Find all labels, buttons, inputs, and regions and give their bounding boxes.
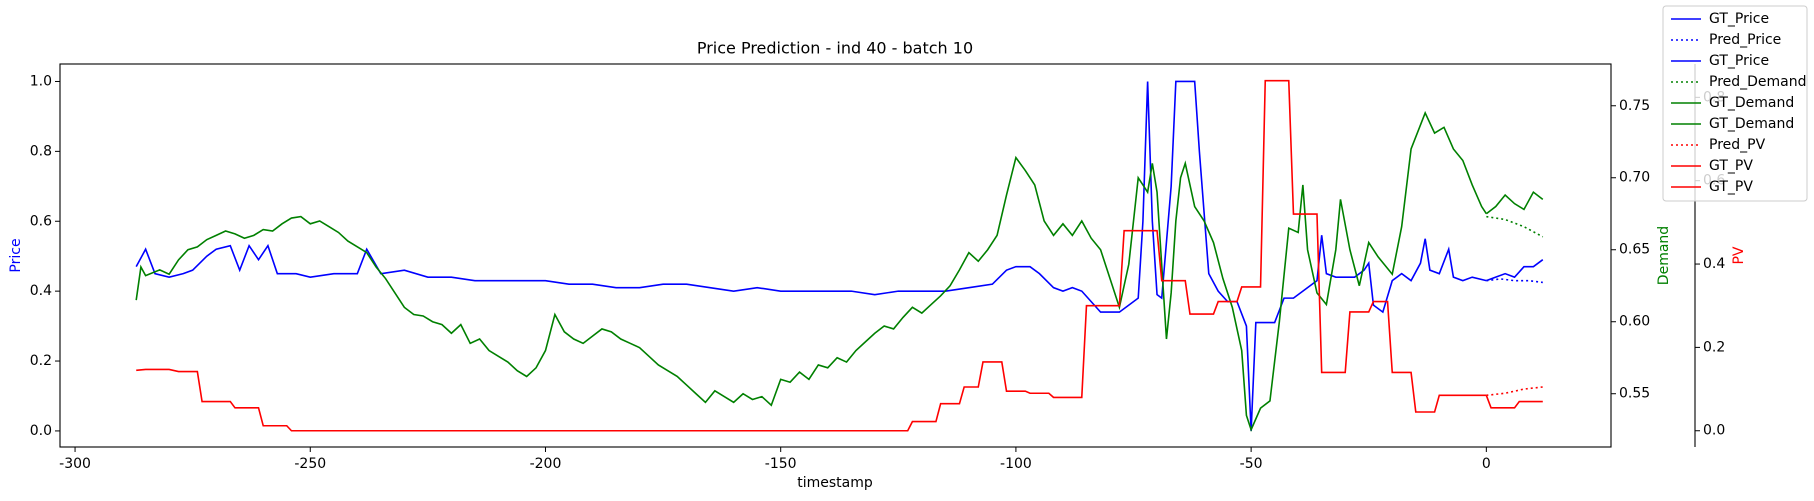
- legend-label: GT_PV: [1709, 179, 1753, 195]
- x-tick-label: -150: [765, 456, 797, 472]
- series-line: [1486, 278, 1543, 284]
- y-tick-label: 0.0: [30, 423, 52, 439]
- legend-label: Pred_Price: [1709, 32, 1781, 48]
- plot-frame: [59, 63, 1612, 448]
- legend-label: GT_Price: [1709, 11, 1769, 27]
- y3label-axis-label: PV: [1731, 246, 1747, 264]
- x-tick-label: -200: [530, 456, 562, 472]
- series-line: [1486, 386, 1543, 397]
- legend-box: [1662, 5, 1808, 202]
- y3-tick-label: 0.2: [1703, 339, 1725, 355]
- series-line: [136, 79, 1487, 432]
- y2-tick-label: 0.75: [1619, 98, 1650, 114]
- y-tick-label: 0.8: [30, 143, 52, 159]
- series-line: [1485, 190, 1544, 215]
- x-tick-label: -250: [294, 456, 326, 472]
- series-line: [1485, 395, 1543, 409]
- legend: GT_Price Pred_Price GT_Price Pred_Demand GT_…: [1662, 5, 1808, 202]
- y-tick-label: 1.0: [30, 73, 52, 89]
- series-line: [135, 80, 1487, 431]
- series-line: [1486, 215, 1544, 238]
- x-tick-label: -300: [59, 456, 91, 472]
- x-tick-label: 0: [1482, 456, 1491, 472]
- legend-label: GT_Price: [1709, 53, 1769, 69]
- y-tick-label: 0.6: [30, 213, 52, 229]
- series-line: [135, 110, 1488, 432]
- y-tick-label: 0.4: [30, 283, 52, 299]
- y3-tick-label: 0.4: [1703, 256, 1725, 272]
- y-tick-label: 0.2: [30, 353, 52, 369]
- legend-label: Pred_Demand: [1709, 74, 1807, 90]
- y2label-axis-label: Demand: [1656, 226, 1672, 285]
- legend-label: Pred_PV: [1709, 137, 1766, 153]
- chart-title: Price Prediction - ind 40 - batch 10: [697, 39, 973, 58]
- y2-tick-label: 0.60: [1619, 314, 1650, 330]
- series-line: [1486, 259, 1544, 282]
- legend-label: GT_Demand: [1709, 116, 1794, 132]
- y2-tick-label: 0.65: [1619, 242, 1650, 258]
- y2-tick-label: 0.55: [1619, 386, 1650, 402]
- x-axis-label: timestamp: [797, 475, 873, 491]
- x-tick-label: -100: [1000, 456, 1032, 472]
- legend-label: GT_PV: [1709, 158, 1753, 174]
- y2-tick-label: 0.70: [1619, 170, 1650, 186]
- legend-label: GT_Demand: [1709, 95, 1794, 111]
- ylabel-axis-label: Price: [8, 238, 24, 272]
- x-tick-label: -50: [1240, 456, 1263, 472]
- y3-tick-label: 0.0: [1703, 423, 1725, 439]
